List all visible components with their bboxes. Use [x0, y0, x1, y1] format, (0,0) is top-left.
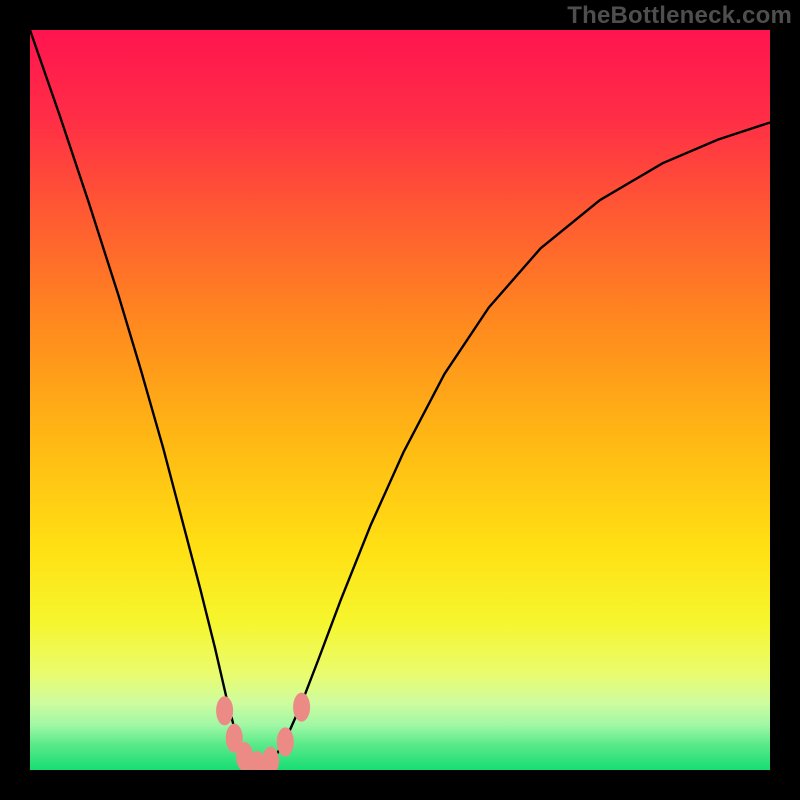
plot-background — [30, 30, 770, 770]
chart-frame: TheBottleneck.com — [0, 0, 800, 800]
chart-svg — [0, 0, 800, 800]
curve-marker — [277, 728, 293, 756]
curve-marker — [294, 693, 310, 721]
watermark-text: TheBottleneck.com — [567, 2, 792, 30]
curve-marker — [217, 697, 233, 725]
